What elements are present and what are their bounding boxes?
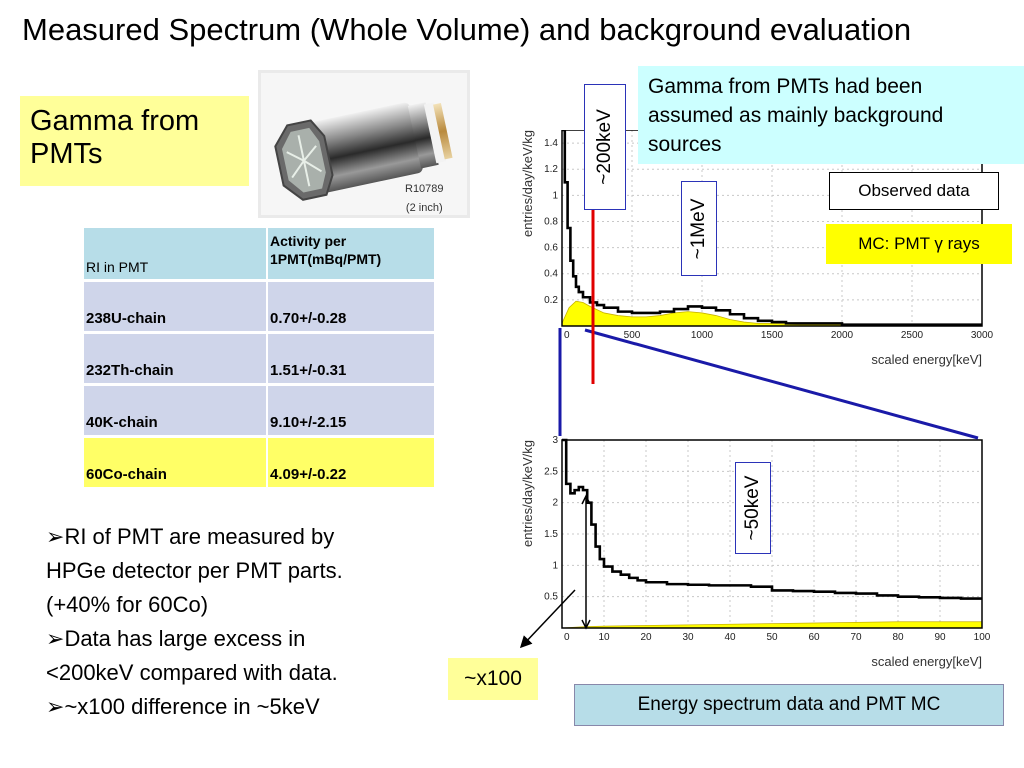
table-cell-ri: 40K-chain (84, 384, 268, 438)
x-tick-label: 30 (682, 632, 694, 643)
x-tick-label: 50 (766, 632, 778, 643)
y-tick-label: 3 (552, 435, 558, 446)
y-tick-label: 2.5 (544, 466, 558, 477)
arrow-bullet-icon: ➢ (46, 524, 65, 549)
x-tick-label: 500 (624, 330, 641, 341)
pmt-photo (258, 70, 470, 218)
x-tick-label: 0 (564, 330, 570, 341)
pmt-model-number: R10789 (405, 183, 444, 195)
caption-box: Energy spectrum data and PMT MC (574, 684, 1004, 726)
x-tick-label: 2000 (831, 330, 854, 341)
y-axis-title: entries/day/keV/kg (520, 440, 535, 547)
y-tick-label: 1.2 (544, 164, 558, 175)
x-tick-label: 90 (934, 632, 946, 643)
header-ri: RI in PMT (84, 228, 268, 282)
bullet-list: ➢RI of PMT are measured by HPGe detector… (46, 520, 343, 724)
x-tick-label: 2500 (901, 330, 924, 341)
bullet-text: ~x100 difference in ~5keV (64, 694, 320, 719)
legend-mc-pmt-gamma: MC: PMT γ rays (826, 224, 1012, 264)
table-cell-activity: 9.10+/-2.15 (267, 384, 436, 438)
y-tick-label: 1.4 (544, 138, 558, 149)
x-tick-label: 20 (640, 632, 652, 643)
bullet-item: ➢~x100 difference in ~5keV (46, 690, 343, 724)
note-line3: sources (648, 133, 722, 156)
arrow-bullet-icon: ➢ (46, 626, 65, 651)
spectrum-chart-zoom: 10 20 30 40 50 60 70 80 90 100 0 0.5 1 1.5 2 2.5 3 scaled… (520, 435, 991, 669)
observed-data-line (562, 438, 982, 600)
header-activity-line1: Activity per (270, 233, 347, 249)
y-tick-label: 0.5 (544, 592, 558, 603)
marker-50kev-label: ~50keV (735, 462, 771, 554)
legend-observed-data: Observed data (829, 172, 999, 210)
y-tick-label: 0.8 (544, 216, 558, 227)
y-tick-label: 0.6 (544, 243, 558, 254)
pmt-size: (2 inch) (405, 202, 443, 214)
bullet-text-continued: <200keV compared with data. (46, 660, 338, 685)
gamma-box-line1: Gamma from (30, 105, 200, 137)
y-tick-label: 1 (552, 560, 558, 571)
table-row-highlighted: 60Co-chain 4.09+/-0.22 (84, 436, 436, 490)
table-cell-ri: 232Th-chain (84, 332, 268, 386)
mc-pmt-gamma-area (561, 621, 983, 629)
pmt-model-label: R10789 (2 inch) (405, 180, 444, 218)
marker-200kev-text: ~200keV (594, 109, 615, 185)
note-box: Gamma from PMTs had been assumed as main… (638, 66, 1024, 164)
bullet-text-continued: (+40% for 60Co) (46, 592, 209, 617)
table-row: 238U-chain 0.70+/-0.28 (84, 280, 436, 334)
x-axis-title: scaled energy[keV] (871, 352, 982, 367)
gamma-from-pmts-box: Gamma from PMTs (20, 96, 249, 186)
ri-activity-table: RI in PMT Activity per 1PMT(mBq/PMT) 238… (84, 228, 436, 490)
y-tick-label: 2 (552, 498, 558, 509)
table-cell-activity: 1.51+/-0.31 (267, 332, 436, 386)
marker-200kev-label: ~200keV (584, 84, 626, 210)
x-tick-label: 100 (974, 632, 991, 643)
y-tick-label: 0.4 (544, 269, 558, 280)
table-cell-activity: 0.70+/-0.28 (267, 280, 436, 334)
marker-50kev-text: ~50keV (742, 475, 763, 541)
x-axis-title: scaled energy[keV] (871, 654, 982, 669)
header-activity: Activity per 1PMT(mBq/PMT) (267, 228, 436, 282)
y-tick-label: 1.5 (544, 529, 558, 540)
bullet-text: Data has large excess in (64, 626, 306, 651)
marker-1mev-text: ~1MeV (688, 198, 709, 259)
slide-title: Measured Spectrum (Whole Volume) and bac… (22, 12, 912, 47)
header-activity-line2: 1PMT(mBq/PMT) (270, 251, 382, 267)
x-tick-label: 3000 (971, 330, 994, 341)
bullet-item: ➢RI of PMT are measured by (46, 520, 343, 554)
table-cell-activity: 4.09+/-0.22 (267, 436, 436, 490)
marker-1mev-label: ~1MeV (681, 181, 717, 276)
x-tick-label: 80 (892, 632, 904, 643)
x-tick-label: 1500 (761, 330, 784, 341)
y-tick-label: 0.2 (544, 295, 558, 306)
note-line2: assumed as mainly background (648, 104, 944, 127)
bullet-item: ➢Data has large excess in (46, 622, 343, 656)
y-tick-label: 1 (552, 190, 558, 201)
table-row: 232Th-chain 1.51+/-0.31 (84, 332, 436, 386)
x-tick-label: 0 (564, 632, 570, 643)
x-tick-label: 60 (808, 632, 820, 643)
note-line1: Gamma from PMTs had been (648, 75, 923, 98)
table-cell-ri: 238U-chain (84, 280, 268, 334)
x100-label: ~x100 (448, 658, 538, 700)
arrow-bullet-icon: ➢ (46, 694, 65, 719)
table-header-row: RI in PMT Activity per 1PMT(mBq/PMT) (84, 228, 436, 282)
plot-frame (561, 439, 983, 629)
x-tick-label: 40 (724, 632, 736, 643)
table-cell-ri: 60Co-chain (84, 436, 268, 490)
y-axis-title: entries/day/keV/kg (520, 130, 535, 237)
bullet-text-continued: HPGe detector per PMT parts. (46, 558, 343, 583)
observed-data-line (562, 130, 982, 326)
table-row: 40K-chain 9.10+/-2.15 (84, 384, 436, 438)
x-tick-label: 70 (850, 632, 862, 643)
gamma-box-line2: PMTs (30, 138, 103, 170)
x-tick-label: 10 (598, 632, 610, 643)
bullet-text: RI of PMT are measured by (64, 524, 335, 549)
x-tick-label: 1000 (691, 330, 714, 341)
